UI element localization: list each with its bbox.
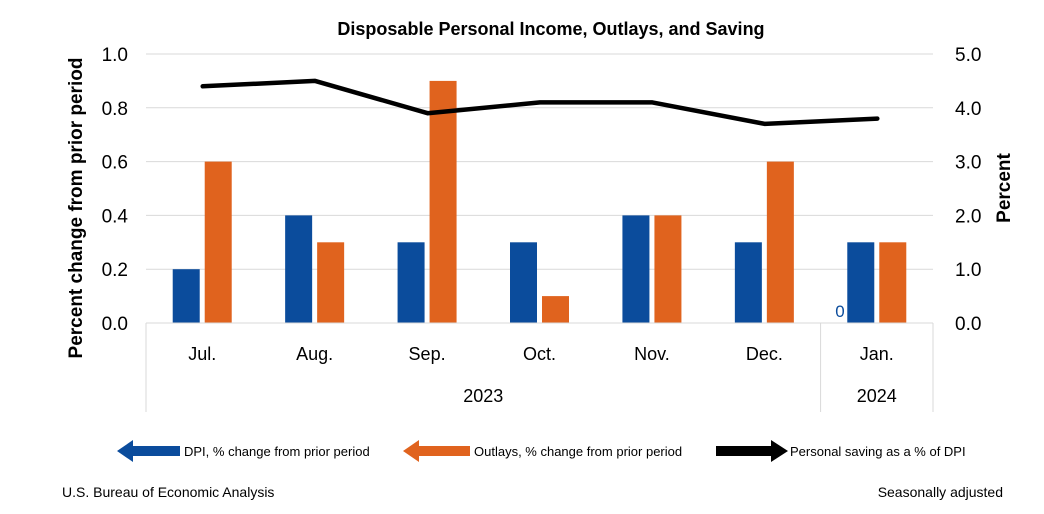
bar-dpi	[734, 242, 762, 323]
source-note: U.S. Bureau of Economic Analysis	[62, 484, 274, 500]
legend-swatch-dpi	[117, 440, 180, 462]
legend-item-saving: Personal saving as a % of DPI	[716, 440, 966, 462]
y2-tick-label: 4.0	[955, 99, 981, 120]
bar-outlays	[879, 242, 907, 323]
legend-label-saving: Personal saving as a % of DPI	[790, 444, 966, 459]
y2-tick-label: 5.0	[955, 45, 981, 66]
stray-data-label: 0	[835, 302, 844, 321]
left-axis-ticks: 0.0 0.2 0.4 0.6 0.8 1.0	[102, 45, 129, 335]
y2-tick-label: 2.0	[955, 206, 981, 227]
bars	[172, 80, 907, 324]
x-category-label: Jan.	[860, 344, 894, 364]
bar-outlays	[542, 296, 569, 323]
x-year-label: 2023	[463, 386, 503, 406]
bar-dpi	[622, 215, 650, 323]
x-axis: Jul. Aug. Sep. Oct. Nov. Dec. Jan. 2023 2024	[145, 322, 934, 412]
bar-dpi	[510, 242, 537, 323]
legend-swatch-outlays	[403, 440, 470, 462]
y-tick-label: 0.0	[102, 314, 128, 335]
y-tick-label: 1.0	[102, 45, 128, 66]
y-axis-title: Percent change from prior period	[66, 58, 87, 359]
bar-outlays	[654, 215, 682, 323]
gridlines	[146, 53, 933, 270]
x-year-label: 2024	[857, 386, 897, 406]
bar-outlays	[317, 242, 345, 323]
bar-dpi	[847, 242, 875, 323]
legend-swatch-saving	[716, 440, 788, 462]
y2-tick-label: 0.0	[955, 314, 981, 335]
x-category-label: Dec.	[746, 344, 783, 364]
y2-tick-label: 3.0	[955, 153, 981, 174]
y-tick-label: 0.6	[102, 153, 128, 174]
y-tick-label: 0.2	[102, 260, 128, 281]
y-tick-label: 0.8	[102, 99, 128, 120]
x-category-label: Nov.	[634, 344, 670, 364]
legend-item-dpi: DPI, % change from prior period	[117, 440, 370, 462]
y-tick-label: 0.4	[102, 206, 129, 227]
legend: DPI, % change from prior period Outlays,…	[117, 440, 966, 462]
bar-dpi	[172, 269, 200, 323]
y2-tick-label: 1.0	[955, 260, 981, 281]
saving-rate-line	[200, 78, 880, 127]
legend-item-outlays: Outlays, % change from prior period	[403, 440, 682, 462]
x-category-label: Oct.	[523, 344, 556, 364]
x-category-label: Sep.	[409, 344, 446, 364]
bar-outlays	[766, 161, 794, 323]
bar-outlays	[429, 80, 457, 324]
y2-axis-title: Percent	[994, 152, 1015, 222]
seasonal-note: Seasonally adjusted	[878, 484, 1003, 500]
bar-outlays	[204, 161, 232, 323]
x-category-label: Jul.	[188, 344, 216, 364]
legend-label-outlays: Outlays, % change from prior period	[474, 444, 682, 459]
bar-dpi	[285, 215, 313, 323]
x-category-label: Aug.	[296, 344, 333, 364]
legend-label-dpi: DPI, % change from prior period	[184, 444, 370, 459]
right-axis-ticks: 0.0 1.0 2.0 3.0 4.0 5.0	[955, 45, 981, 335]
saving-line	[200, 78, 880, 127]
bar-dpi	[397, 242, 425, 323]
chart-title: Disposable Personal Income, Outlays, and…	[337, 19, 764, 39]
